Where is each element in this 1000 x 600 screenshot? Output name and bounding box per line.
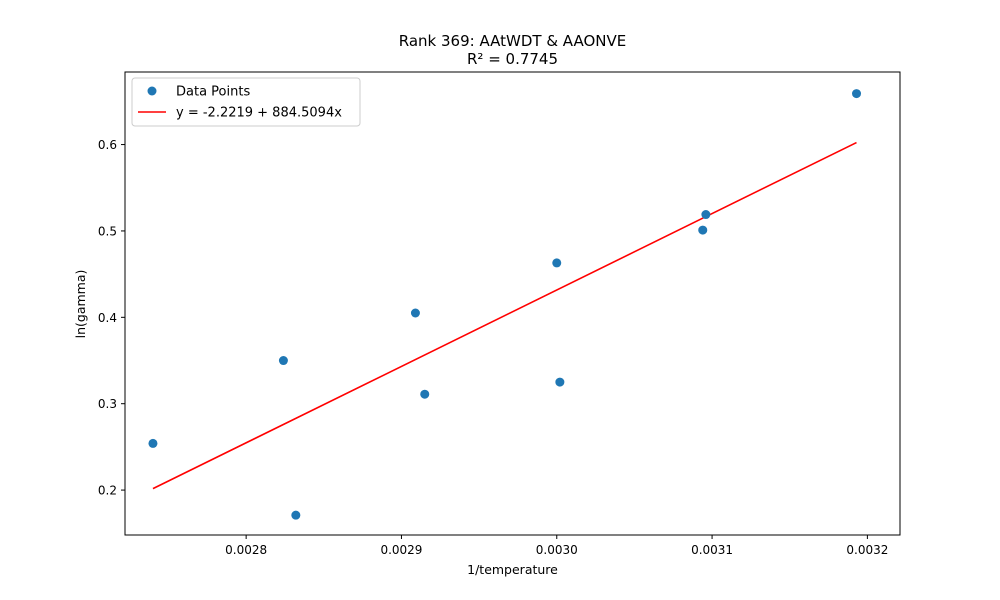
data-point bbox=[698, 225, 708, 235]
x-tick-label: 0.0028 bbox=[225, 543, 267, 557]
y-tick-label: 0.3 bbox=[98, 397, 117, 411]
data-point bbox=[278, 356, 288, 366]
x-tick-label: 0.0029 bbox=[380, 543, 422, 557]
data-point bbox=[555, 377, 565, 387]
y-tick-label: 0.5 bbox=[98, 224, 117, 238]
y-tick-label: 0.6 bbox=[98, 138, 117, 152]
y-axis-label: ln(gamma) bbox=[73, 270, 88, 339]
y-tick-label: 0.4 bbox=[98, 311, 117, 325]
data-point bbox=[410, 308, 420, 318]
data-point bbox=[148, 438, 158, 448]
data-point bbox=[420, 389, 430, 399]
fit-line bbox=[152, 141, 857, 490]
plot-area bbox=[148, 89, 862, 520]
data-point bbox=[701, 210, 711, 220]
legend-label-data-points: Data Points bbox=[176, 85, 250, 100]
x-tick-label: 0.0032 bbox=[846, 543, 888, 557]
x-tick-label: 0.0030 bbox=[536, 543, 578, 557]
legend-marker-data-points bbox=[147, 86, 157, 96]
axes: 0.0028 0.0029 0.0030 0.0031 0.0032 0.2 0.3 0.4 0… bbox=[98, 71, 901, 557]
chart-title: Rank 369: AAtWDT & AAONVE bbox=[399, 32, 626, 50]
data-point bbox=[852, 89, 862, 99]
data-point bbox=[291, 510, 301, 520]
legend-label-fit-line: y = -2.2219 + 884.5094x bbox=[176, 106, 342, 121]
x-axis-label: 1/temperature bbox=[467, 562, 558, 577]
y-tick-label: 0.2 bbox=[98, 484, 117, 498]
axes-frame bbox=[124, 71, 901, 536]
legend: Data Points y = -2.2219 + 884.5094x bbox=[131, 77, 361, 127]
chart-subtitle: R² = 0.7745 bbox=[467, 50, 558, 68]
legend-box bbox=[131, 77, 361, 127]
x-tick-label: 0.0031 bbox=[691, 543, 733, 557]
data-point bbox=[552, 258, 562, 268]
